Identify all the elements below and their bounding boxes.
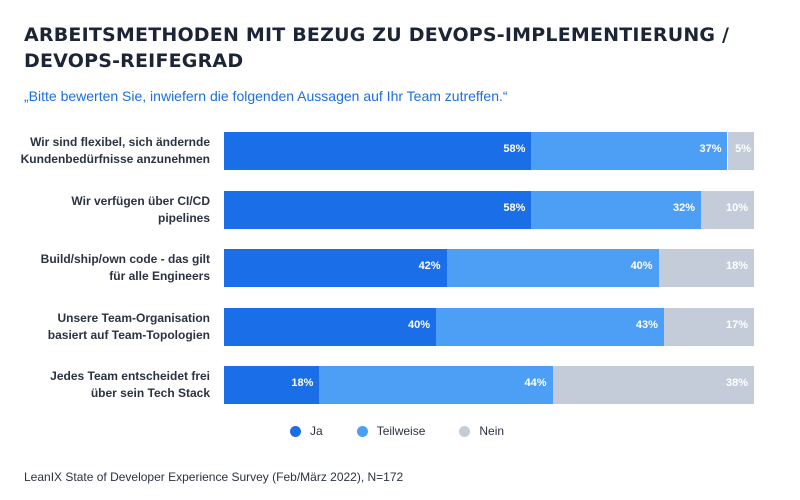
legend-dot-teilweise: [356, 425, 368, 437]
data-label: 5%: [735, 143, 751, 155]
data-label: 18%: [725, 260, 748, 272]
data-label: 42%: [418, 260, 441, 272]
bar-segment-ja: 40%: [224, 307, 436, 346]
data-label: 40%: [630, 260, 653, 272]
category-label-line: Wir sind flexibel, sich ändernde: [30, 135, 210, 149]
legend-label-ja: Ja: [310, 424, 323, 438]
category-label-line: Kundenbedürfnisse anzunehmen: [20, 152, 210, 166]
bar-segment-nein: 5%: [727, 132, 754, 170]
bar-segment-nein: 10%: [701, 190, 754, 229]
legend-label-nein: Nein: [479, 424, 505, 438]
category-label-line: Build/ship/own code - das gilt: [40, 252, 210, 266]
category-label-line: basiert auf Team-Topologien: [47, 327, 210, 342]
legend-item-ja: Ja: [290, 424, 323, 438]
category-label: Wir verfügen über CI/CD pipelines: [10, 193, 210, 227]
bar-segment-teilweise: 40%: [446, 249, 659, 287]
chart-subtitle: „Bitte bewerten Sie, inwiefern die folge…: [24, 88, 508, 104]
bar-segment-ja: 58%: [224, 190, 532, 229]
bar-segment-teilweise: 44%: [319, 366, 553, 404]
data-label: 43%: [635, 318, 658, 331]
bar-segment-ja: 58%: [224, 132, 532, 170]
data-label: 38%: [725, 377, 748, 389]
bar-segment-teilweise: 37%: [531, 132, 728, 170]
category-label: Jedes Team entscheidet frei über sein Tec…: [10, 368, 210, 402]
data-label: 37%: [699, 143, 722, 155]
source-note: LeanIX State of Developer Experience Sur…: [24, 470, 404, 484]
bar-segment-ja: 18%: [224, 366, 320, 404]
legend-dot-nein: [459, 425, 471, 437]
data-label: 58%: [503, 201, 526, 214]
bar-segment-teilweise: 43%: [436, 307, 664, 346]
data-label: 17%: [725, 318, 748, 331]
category-label-line: pipelines: [157, 210, 210, 225]
data-label: 58%: [503, 143, 526, 155]
chart-title-line-2: DEVOPS-REIFEGRAD: [24, 50, 244, 72]
chart-title-line-1: ARBEITSMETHODEN MIT BEZUG ZU DEVOPS-IMPL…: [24, 24, 730, 46]
legend-label-teilweise: Teilweise: [376, 424, 426, 438]
data-label: 44%: [524, 377, 547, 389]
category-label-line: Wir verfügen über CI/CD: [71, 193, 210, 208]
bar-segment-teilweise: 32%: [531, 190, 701, 229]
bar-segment-nein: 18%: [658, 249, 754, 287]
category-label-line: über sein Tech Stack: [90, 386, 210, 400]
legend-item-teilweise: Teilweise: [356, 424, 426, 438]
category-label-line: Unsere Team-Organisation: [57, 310, 210, 325]
bar-segment-ja: 42%: [224, 249, 447, 287]
data-label: 18%: [291, 377, 314, 389]
category-label-line: Jedes Team entscheidet frei: [50, 369, 210, 383]
bar-segment-nein: 38%: [552, 366, 754, 404]
data-label: 10%: [725, 201, 748, 214]
legend-item-nein: Nein: [459, 424, 504, 438]
bar-segment-nein: 17%: [663, 307, 754, 346]
chart-title: ARBEITSMETHODEN MIT BEZUG ZU DEVOPS-IMPL…: [24, 22, 764, 74]
data-label: 40%: [407, 318, 430, 331]
category-label: Wir sind flexibel, sich ändernde Kundenbe…: [10, 134, 210, 168]
category-label-line: für alle Engineers: [109, 269, 210, 283]
legend-dot-ja: [290, 425, 301, 437]
category-label: Unsere Team-Organisation basiert auf Team…: [10, 310, 210, 344]
data-label: 32%: [672, 201, 695, 214]
category-label: Build/ship/own code - das gilt für alle E…: [10, 251, 210, 285]
legend: Ja Teilweise Nein: [290, 424, 538, 438]
